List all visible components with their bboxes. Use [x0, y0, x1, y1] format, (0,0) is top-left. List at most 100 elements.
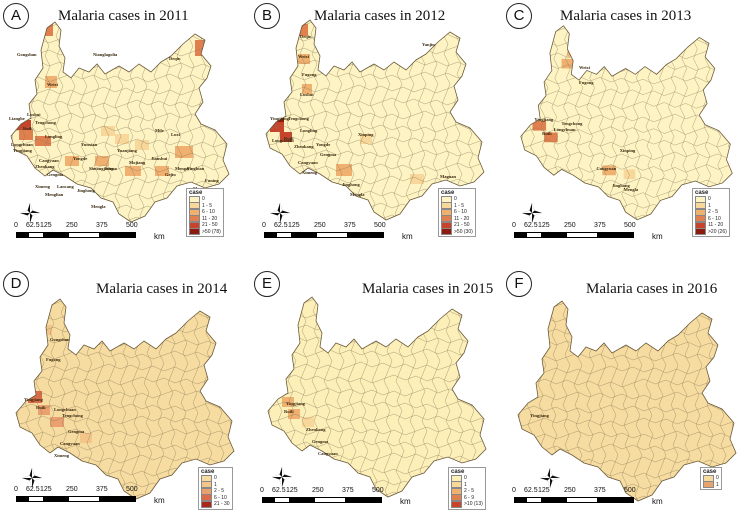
legend-label: 2 - 5	[464, 488, 475, 495]
county-boundary	[11, 112, 226, 122]
panel-letter-badge: A	[3, 3, 29, 29]
scale-tick-label: 62.5	[26, 486, 40, 493]
legend-label: 1 - 5	[202, 202, 213, 209]
scale-tick-label: 125	[40, 486, 52, 493]
place-label: Fugong	[46, 357, 61, 362]
legend-label: 1	[708, 202, 711, 209]
scale-tick-label: 62.5	[26, 222, 40, 229]
legend-title: case	[201, 469, 215, 475]
legend-label: 21 - 50	[454, 222, 470, 229]
legend-label: 11 - 20	[708, 222, 724, 229]
legend-title: case	[695, 190, 709, 196]
place-label: Yunxian	[81, 142, 98, 147]
place-label: Cangyuan	[596, 165, 617, 171]
legend-label: 11 - 20	[454, 215, 470, 222]
place-label: Ruili	[23, 126, 33, 131]
county-boundary	[16, 428, 231, 438]
place-label: Menglian	[45, 192, 64, 197]
place-label: Cangyuan	[318, 451, 338, 456]
place-label: Mengla	[350, 192, 365, 197]
north-arrow-compass-icon	[540, 468, 560, 488]
place-label: Lushui	[27, 112, 41, 117]
province-outline	[267, 296, 487, 498]
county-boundary	[520, 139, 729, 148]
scale-tick-label: 500	[372, 487, 384, 494]
county-boundary	[518, 301, 733, 310]
place-label: Cangyuan	[298, 160, 318, 165]
place-label: Jinghong	[77, 188, 95, 193]
legend-label: 2 - 5	[708, 209, 719, 216]
scale-tick-label: 375	[96, 222, 108, 229]
place-label: Longling	[300, 128, 318, 133]
legend-label: 21 - 30	[214, 501, 230, 508]
scale-tick-label: 125	[538, 487, 550, 494]
place-label: Mile	[155, 128, 164, 133]
county-case-fill	[280, 132, 292, 142]
county-boundary	[520, 126, 729, 135]
county-boundary	[518, 391, 733, 401]
place-label: Zhenkang	[294, 144, 314, 149]
place-label: Yanjin	[422, 42, 435, 47]
county-boundary	[518, 417, 733, 427]
place-label: Tengchong	[62, 413, 83, 418]
map-panel-2013: Weixi Fugong Yingjiang Ruili Longchuan Tengch…	[500, 0, 750, 265]
county-boundary	[268, 413, 483, 423]
county-case-fill	[410, 174, 424, 184]
scale-unit-label: km	[400, 497, 411, 506]
legend-label: >20 (26)	[708, 228, 727, 235]
place-label: Yuanjiang	[117, 148, 137, 153]
scale-tick-label: 125	[286, 487, 298, 494]
province-outline	[517, 300, 737, 502]
legend-label: 0	[454, 196, 457, 203]
county-case-fill	[16, 379, 32, 395]
county-boundary	[268, 387, 483, 397]
scale-tick-label: 0	[14, 222, 18, 229]
place-label: Ruili	[542, 130, 552, 136]
place-label: Luxi	[171, 132, 181, 137]
legend-label: 1	[464, 481, 467, 488]
north-arrow-compass-icon	[20, 203, 40, 223]
scale-tick-label: 500	[126, 222, 138, 229]
scale-tick-label: 125	[288, 222, 300, 229]
county-case-fill	[80, 433, 92, 443]
county-boundary	[268, 400, 483, 410]
place-label: Simao	[105, 166, 118, 171]
county-case-fill	[520, 109, 535, 123]
scale-bar: 0 62.5 125 250 375 500 km	[260, 487, 411, 506]
legend-label: 2 - 5	[214, 488, 225, 495]
county-boundary	[268, 426, 483, 436]
legend-label: >10 (13)	[464, 501, 483, 508]
place-label: Weixi	[47, 82, 58, 87]
place-label: Gengma	[320, 152, 337, 157]
province-base-fill	[16, 299, 234, 499]
county-boundary	[518, 404, 733, 414]
county-case-fill	[50, 417, 64, 427]
legend-swatch	[189, 228, 200, 236]
scale-tick-label: 0	[260, 487, 264, 494]
county-case-fill	[45, 76, 57, 88]
map-panel-2011: Gongshan Nianglagolia Deqin Weixi Lushui Lian…	[0, 0, 250, 265]
place-label: Xinping	[358, 132, 374, 137]
scale-tick-label: 0	[512, 487, 516, 494]
legend-title: case	[441, 190, 455, 196]
province-outline	[10, 21, 230, 223]
panel-title: Malaria cases in 2014	[96, 281, 228, 297]
place-label: Mojiang	[129, 160, 146, 165]
county-boundary	[518, 301, 523, 501]
place-label: Lancang	[57, 184, 74, 189]
panel-letter-badge: F	[506, 271, 532, 297]
place-label: Weixi	[298, 54, 309, 59]
scale-tick-label: 0	[262, 222, 266, 229]
place-label: Fugong	[302, 72, 317, 77]
place-label: Longchuan	[11, 142, 33, 147]
scale-tick-label: 500	[374, 222, 386, 229]
place-label: Yongde	[73, 156, 88, 161]
county-case-fill	[282, 397, 294, 407]
county-case-fill	[567, 49, 578, 57]
county-case-fill	[302, 417, 314, 427]
place-label: Longchuan	[553, 126, 576, 132]
county-case-fill	[38, 405, 50, 415]
